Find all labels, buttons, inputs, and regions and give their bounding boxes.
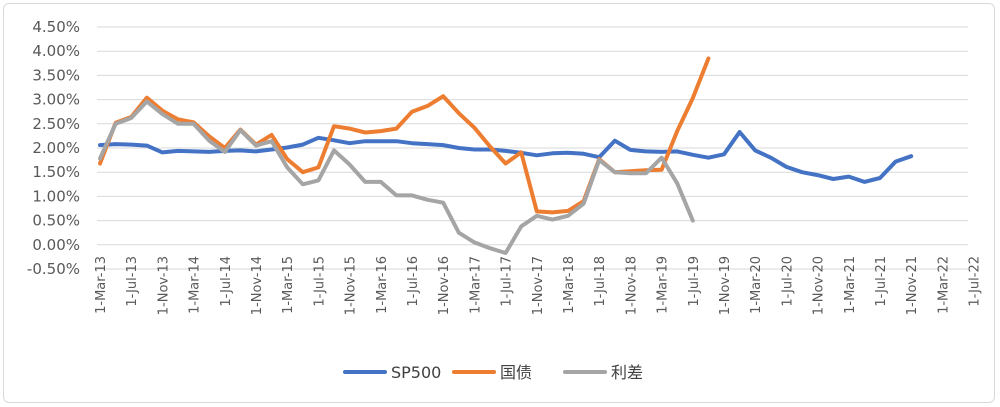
x-tick-label: 1-Mar-21 xyxy=(843,256,858,314)
x-tick-label: 1-Nov-19 xyxy=(718,256,733,315)
x-tick-label: 1-Nov-20 xyxy=(812,256,827,315)
y-tick-label: 4.00% xyxy=(32,42,80,60)
x-tick-label: 1-Nov-16 xyxy=(437,256,452,315)
y-tick-label: 3.00% xyxy=(32,91,80,109)
x-tick-label: 1-Nov-18 xyxy=(624,256,639,315)
x-tick-label: 1-Nov-14 xyxy=(250,256,265,315)
x-tick-label: 1-Mar-20 xyxy=(749,256,764,314)
legend-label: SP500 xyxy=(391,363,441,382)
chart-frame xyxy=(3,3,995,403)
series-line-2 xyxy=(98,99,695,255)
y-tick-label: 1.00% xyxy=(32,187,80,205)
x-tick-label: 1-Mar-22 xyxy=(936,256,951,314)
y-tick-label: 2.00% xyxy=(32,139,80,157)
x-tick-label: 1-Nov-17 xyxy=(531,256,546,315)
x-tick-label: 1-Nov-13 xyxy=(156,256,171,315)
x-tick-label: 1-Mar-18 xyxy=(562,256,577,314)
series-line-1 xyxy=(98,56,711,215)
legend-label: 国债 xyxy=(500,363,532,382)
x-axis-ticks: 1-Mar-13 1-Jul-13 1-Nov-13 1-Mar-14 1-Jul-14… xyxy=(94,256,983,315)
x-tick-label: 1-Mar-15 xyxy=(281,256,296,314)
x-tick-label: 1-Mar-14 xyxy=(188,256,203,314)
legend-label: 利差 xyxy=(611,363,643,382)
y-tick-label: 0.00% xyxy=(32,236,80,254)
x-tick-label: 1-Mar-17 xyxy=(468,256,483,314)
x-tick-label: 1-Mar-19 xyxy=(656,256,671,314)
x-tick-label: 1-Nov-15 xyxy=(344,256,359,315)
x-tick-label: 1-Jul-21 xyxy=(874,256,889,307)
x-tick-label: 1-Jul-17 xyxy=(500,256,515,307)
series-lines xyxy=(98,56,914,255)
series-line-0 xyxy=(98,130,914,184)
x-tick-label: 1-Jul-22 xyxy=(968,256,983,307)
x-tick-label: 1-Jul-19 xyxy=(687,256,702,307)
legend: SP500 国债 利差 xyxy=(343,363,643,382)
x-tick-label: 1-Jul-16 xyxy=(406,256,421,307)
y-tick-label: 1.50% xyxy=(32,163,80,181)
x-tick-label: 1-Jul-14 xyxy=(219,256,234,307)
y-axis-ticks: 4.50% 4.00% 3.50% 3.00% 2.50% 2.00% 1.50% 1.00%… xyxy=(27,18,80,278)
y-tick-label: 2.50% xyxy=(32,115,80,133)
y-tick-label: 0.50% xyxy=(32,212,80,230)
y-tick-label: -0.50% xyxy=(27,260,80,278)
x-tick-label: 1-Mar-13 xyxy=(94,256,109,314)
x-tick-label: 1-Mar-16 xyxy=(375,256,390,314)
x-tick-label: 1-Jul-15 xyxy=(312,256,327,307)
y-tick-label: 4.50% xyxy=(32,18,80,36)
y-tick-label: 3.50% xyxy=(32,66,80,84)
x-tick-label: 1-Jul-18 xyxy=(593,256,608,307)
x-tick-label: 1-Jul-13 xyxy=(125,256,140,307)
x-tick-label: 1-Jul-20 xyxy=(780,256,795,307)
x-tick-label: 1-Nov-21 xyxy=(905,256,920,315)
